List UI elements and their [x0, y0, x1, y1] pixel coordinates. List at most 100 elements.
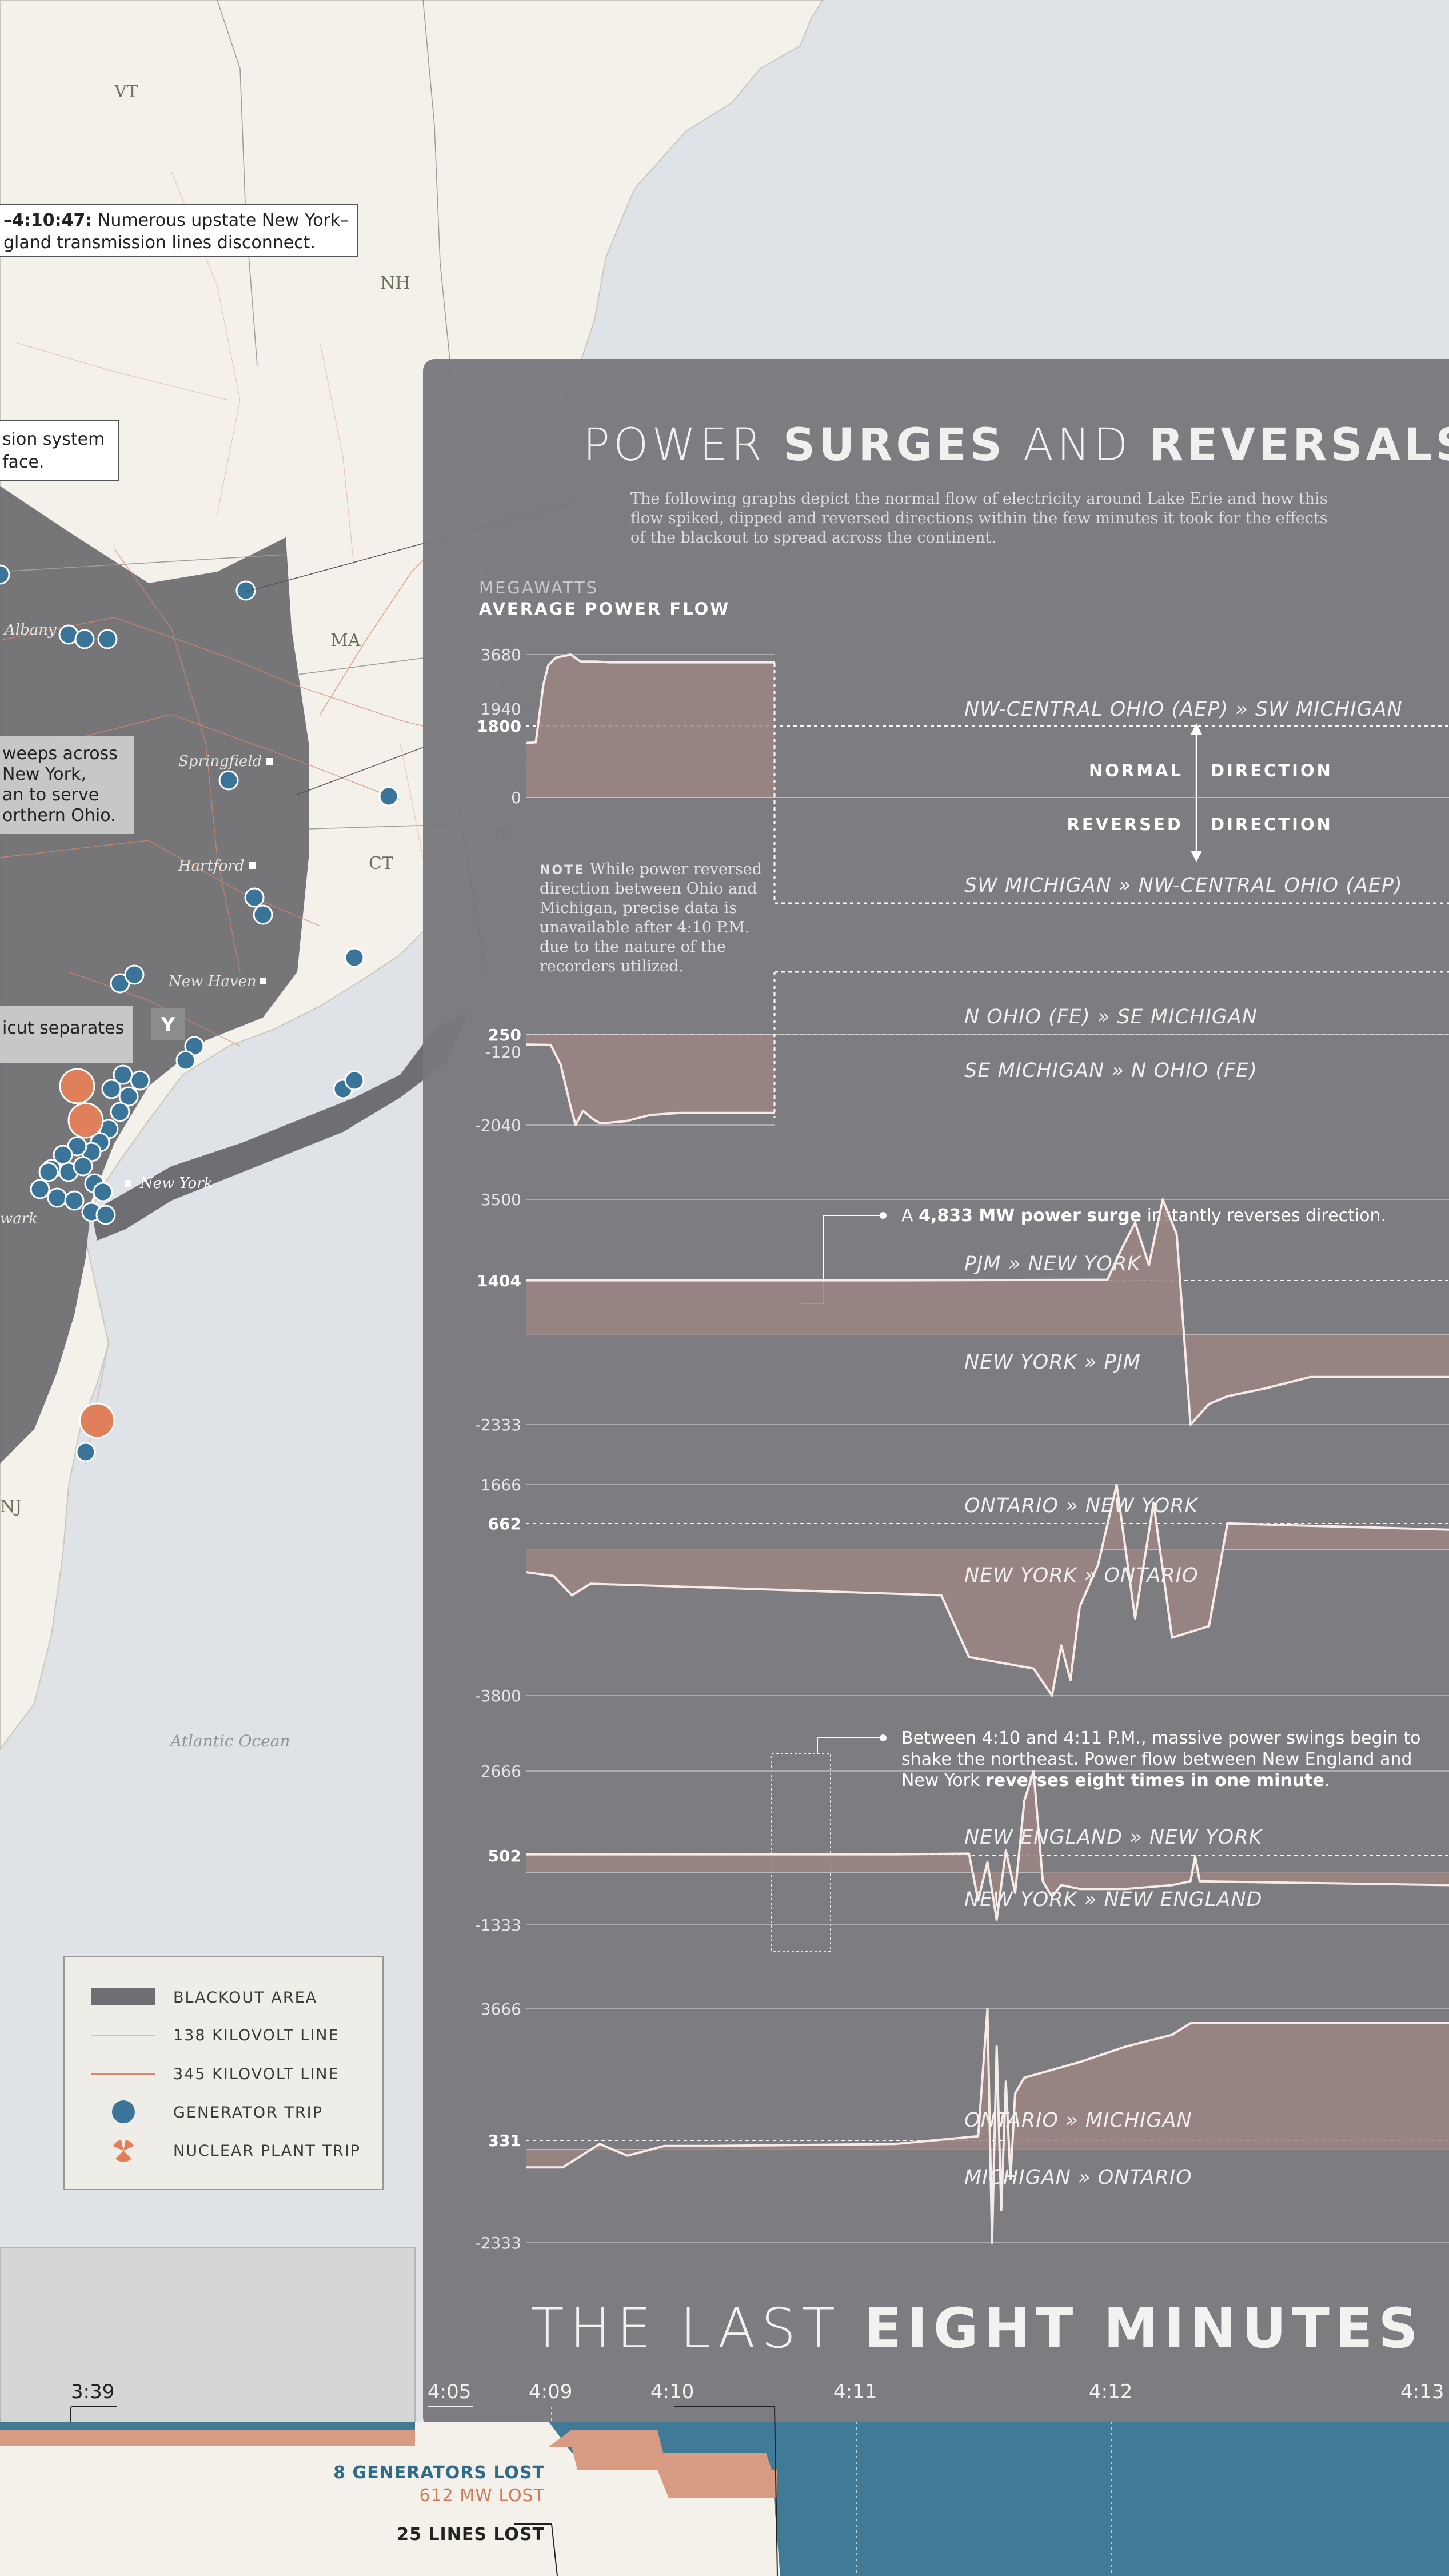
legend-label: GENERATOR TRIP [173, 2104, 323, 2122]
timeline-area-teal [549, 2422, 1449, 2576]
timeline-tick: 4:11 [833, 2380, 877, 2403]
y-tick-label: -2333 [475, 2234, 521, 2252]
y-tick-label: -1333 [475, 1916, 521, 1935]
city-marker [260, 978, 266, 984]
chart-3: 3500 1404 -2333 PJM » NEW YORK NEW YORK » PJ… [475, 1190, 1449, 1434]
series-line [525, 1484, 1449, 1697]
nuclear-plant-trips [59, 1068, 115, 1439]
generator-dot-icon [175, 1050, 196, 1071]
city-labels: Albany Springfield Hartford New Haven Ne… [0, 621, 290, 1750]
timeline-tick: 4:05 [428, 2380, 471, 2403]
timeline-context-box [0, 2247, 416, 2426]
chart-4: 1666 662 -3800 ONTARIO » NEW YORK NEW YORK »… [475, 1476, 1449, 1705]
y-tick-label: -3800 [475, 1686, 521, 1705]
surge-annotation: A 4,833 MW power surge instantly reverse… [801, 1206, 1386, 1304]
timeline-band-salmon [0, 2430, 415, 2446]
callout-system: sion system face. [0, 420, 119, 481]
generator-dot-icon [38, 1162, 59, 1182]
generator-dot-icon [110, 1102, 130, 1122]
city-marker [266, 758, 273, 765]
city-label-albany: Albany [3, 621, 57, 639]
generator-dot-icon [253, 904, 273, 925]
direction-label: NEW ENGLAND » NEW YORK [964, 1826, 1264, 1849]
generator-dot-icon [95, 1205, 116, 1225]
timeline-tick: 4:09 [529, 2380, 572, 2403]
generator-dot-icon [344, 947, 365, 968]
y-tick-label: -120 [485, 1043, 521, 1062]
callout-text: weeps across [2, 744, 118, 764]
callout-text: face. [2, 452, 44, 472]
generator-dot-icon [64, 1190, 85, 1211]
generator-dot-icon [47, 1187, 67, 1208]
y-tick-label: -2040 [475, 1116, 521, 1135]
series-line [525, 1043, 775, 1126]
units-label: MEGAWATTS [479, 578, 598, 597]
chart-2: 250-120 -2040 N OHIO (FE) » SE MICHIGAN SE … [475, 1006, 1449, 1135]
callout-text: an to serve [2, 785, 99, 805]
callout-text: Numerous upstate New York– [98, 210, 349, 230]
y-tick-label: 1666 [481, 1476, 521, 1494]
direction-label: SW MICHIGAN » NW-CENTRAL OHIO (AEP) [964, 874, 1403, 897]
city-label-newark: wark [0, 1210, 38, 1227]
legend: BLACKOUT AREA 138 KILOVOLT LINE 345 KILO… [63, 1956, 384, 2190]
y-tick-label: -2333 [475, 1415, 521, 1434]
arrow-down-icon [1191, 851, 1202, 862]
svg-text:–4:10:47: Numerous upstate New: –4:10:47: Numerous upstate New York– [3, 210, 349, 230]
panel-background [423, 359, 1449, 2429]
normal-label: NORMAL [1089, 761, 1183, 780]
series-line [526, 1770, 1449, 1921]
state-label-nj: NJ [0, 1497, 22, 1517]
legend-label: 138 KILOVOLT LINE [173, 2027, 340, 2044]
series-area [526, 1199, 1449, 1425]
legend-label: BLACKOUT AREA [173, 1989, 317, 2007]
series-area [526, 1035, 775, 1125]
svg-text:flow spiked, dipped and revers: flow spiked, dipped and reversed directi… [630, 509, 1328, 527]
map-labels: VT NH MA CT RI NJ [0, 82, 513, 1517]
direction-label: SE MICHIGAN » N OHIO (FE) [964, 1059, 1258, 1082]
blackout-area [0, 486, 309, 1464]
generator-dot-icon [101, 1079, 122, 1099]
generator-dot-icon [0, 564, 10, 585]
state-label-ct: CT [369, 854, 393, 874]
city-marker [125, 1180, 131, 1187]
direction-label: NEW YORK » NEW ENGLAND [964, 1888, 1263, 1911]
direction-label: NEW YORK » PJM [964, 1351, 1141, 1374]
reversed-label: REVERSED [1067, 815, 1184, 834]
direction-label: PJM » NEW YORK [964, 1253, 1142, 1275]
city-marker [249, 862, 256, 869]
svg-text:A 4,833 MW power surge instant: A 4,833 MW power surge instantly reverse… [901, 1206, 1386, 1226]
timeline-tick: 4:10 [650, 2380, 694, 2403]
legend-label: NUCLEAR PLANT TRIP [173, 2142, 361, 2160]
swing-highlight-box [771, 1753, 831, 1952]
series-line [525, 653, 775, 744]
generator-dot-icon [344, 1070, 365, 1091]
city-markers [125, 758, 273, 1187]
svg-text:New York reverses eight times: New York reverses eight times in one min… [901, 1770, 1330, 1791]
generator-dot-icon [113, 1064, 133, 1085]
svg-text:Between 4:10 and 4:11 P.M., ma: Between 4:10 and 4:11 P.M., massive powe… [901, 1728, 1421, 1748]
series-area [526, 1485, 1449, 1696]
chart-5: 2666 502 -1333 NEW ENGLAND » NEW YORK NEW YO… [475, 1762, 1449, 1935]
blackout-swatch-icon [91, 1988, 155, 2005]
generator-dot-icon [130, 1070, 150, 1091]
callout-time: –4:10:47: [3, 210, 92, 230]
unavailable-bracket [773, 663, 1449, 1118]
state-label-nh: NH [380, 273, 410, 293]
panel-intro: The following graphs depict the normal f… [630, 490, 1328, 547]
generator-dot-icon [30, 1179, 50, 1199]
stat-generators: 8 GENERATORS LOST [333, 2463, 545, 2483]
y-tick-label: 0 [511, 788, 521, 807]
generator-dot-icon [112, 2100, 135, 2123]
chart-6: 3666 331 -2333 ONTARIO » MICHIGAN MICHIGAN »… [475, 2000, 1449, 2252]
timeline-tick: 4:12 [1089, 2380, 1132, 2403]
callout-text: orthern Ohio. [2, 806, 116, 826]
callout-text: icut separates [2, 1018, 124, 1038]
nuclear-symbol-icon [113, 2140, 134, 2162]
callout-upstate: –4:10:47: Numerous upstate New York– gla… [0, 204, 358, 257]
callout-text: gland transmission lines disconnect. [3, 233, 316, 253]
generator-dot-icon [378, 786, 399, 807]
nuclear-symbol-icon [59, 1068, 95, 1104]
y-tick-label: 3500 [481, 1190, 521, 1209]
